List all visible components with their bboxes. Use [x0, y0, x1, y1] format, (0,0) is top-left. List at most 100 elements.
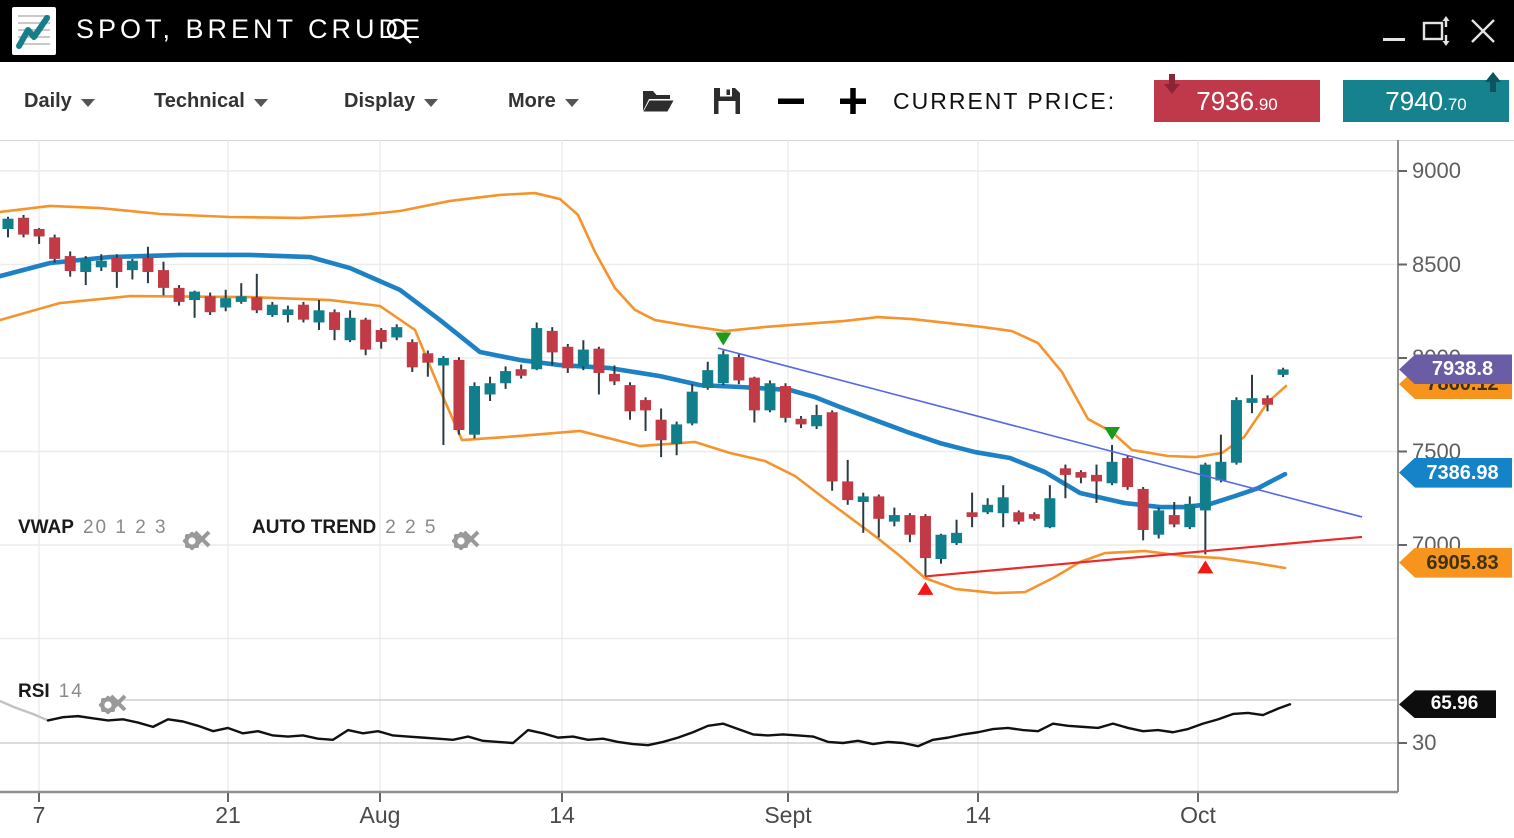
candle-body: [173, 287, 185, 302]
titlebar: SPOT, BRENT CRUDE: [0, 0, 1514, 62]
candle-body: [391, 327, 403, 338]
candle-body: [624, 385, 636, 412]
candle-body: [1044, 498, 1056, 528]
chart-area[interactable]: VWAP 20 1 2 3 AUTO TREND 2 2 5 RSI 14 90…: [0, 140, 1514, 838]
toolbar: Daily Technical Display More CURRENT PRI…: [0, 62, 1514, 141]
candle-body: [577, 349, 589, 367]
candle-body: [1106, 461, 1118, 484]
candle-body: [111, 257, 123, 272]
candle-body: [1013, 512, 1025, 522]
candle-body: [189, 291, 201, 301]
candle-body: [686, 391, 698, 424]
display-menu[interactable]: Display: [344, 62, 439, 140]
candle-body: [531, 328, 543, 370]
candle-body: [1199, 464, 1211, 511]
candle-body: [484, 383, 496, 395]
candle-body: [733, 357, 745, 381]
candle-body: [49, 237, 61, 259]
rsi-indicator-label: RSI 14: [18, 676, 127, 715]
close-icon[interactable]: [1466, 14, 1500, 48]
time-axis-tick-label: 14: [965, 802, 991, 828]
candle-body: [80, 258, 92, 272]
time-axis-tick-label: Sept: [764, 802, 812, 828]
candle-body: [671, 424, 683, 445]
chevron-down-icon: [564, 99, 579, 107]
window-title: SPOT, BRENT CRUDE: [76, 14, 425, 44]
candle-body: [360, 319, 372, 350]
restore-button[interactable]: [1420, 14, 1454, 48]
zoom-out-button[interactable]: [776, 62, 806, 140]
candle-body: [593, 348, 605, 373]
candle-body: [1091, 474, 1102, 482]
price-label-badge: 7386.98: [1399, 457, 1512, 488]
app-logo-icon: [12, 7, 56, 55]
candle-body: [437, 358, 449, 366]
candle-body: [2, 218, 14, 229]
candle-body: [220, 298, 232, 308]
candle-body: [1184, 503, 1196, 528]
candle-body: [717, 354, 729, 384]
chevron-down-icon: [80, 99, 95, 107]
minimize-button[interactable]: [1378, 14, 1412, 48]
candle-body: [266, 304, 278, 315]
triangle-down-signal-icon: [1104, 426, 1121, 440]
candle-body: [344, 317, 356, 341]
candle-body: [1246, 398, 1258, 403]
candle-body: [795, 418, 807, 425]
triangle-up-signal-icon: [917, 581, 934, 595]
ask-price-badge: 7940.70: [1343, 72, 1509, 122]
candle-body: [888, 515, 900, 522]
candle-body: [313, 310, 325, 323]
bid-price-badge: 7936.90: [1154, 74, 1320, 122]
candle-body: [951, 532, 963, 544]
chart-canvas[interactable]: [0, 140, 1514, 838]
candle-body: [702, 370, 714, 388]
chevron-down-icon: [253, 99, 268, 107]
candle-body: [904, 515, 916, 535]
candle-body: [873, 496, 885, 519]
timeframe-menu[interactable]: Daily: [24, 62, 95, 140]
candle-body: [18, 217, 30, 235]
price-axis-tick-label: 8500: [1412, 251, 1461, 277]
rsi-value-badge: 65.96: [1399, 690, 1496, 719]
price-axis-tick-label: 9000: [1412, 158, 1461, 183]
auto-trend-support: [924, 535, 1363, 578]
candle-body: [329, 312, 341, 330]
open-folder-icon[interactable]: [640, 62, 674, 140]
candle-body: [982, 504, 994, 513]
search-icon[interactable]: [384, 16, 416, 48]
vwap-upper-band: [0, 191, 1288, 459]
zoom-in-button[interactable]: [838, 62, 868, 140]
candle-body: [748, 377, 760, 411]
candle-body: [997, 497, 1009, 514]
candle-body: [1059, 468, 1071, 475]
candle-body: [857, 496, 869, 502]
arrow-down-icon: [1164, 74, 1180, 94]
candle-body: [1028, 514, 1040, 519]
save-icon[interactable]: [712, 62, 742, 140]
candle-body: [204, 296, 216, 313]
triangle-down-signal-icon: [715, 332, 732, 346]
candle-body: [842, 481, 854, 501]
vwap-lower-band: [0, 294, 1287, 595]
candle-body: [764, 383, 776, 411]
current-price-label: CURRENT PRICE:: [893, 87, 1117, 114]
candle-body: [608, 373, 620, 382]
candle-body: [826, 412, 838, 482]
candle-body: [142, 257, 154, 272]
candle-body: [1230, 400, 1242, 463]
candle-body: [780, 386, 791, 418]
time-axis-tick-label: Oct: [1180, 802, 1216, 828]
candle-body: [1137, 488, 1149, 531]
candle-body: [297, 304, 309, 320]
candle-body: [1075, 472, 1087, 478]
rsi-axis-tick-label: 30: [1412, 730, 1437, 755]
time-axis-tick-label: 7: [32, 802, 46, 828]
time-axis-tick-label: 14: [549, 802, 575, 828]
candle-body: [422, 353, 434, 363]
technical-menu[interactable]: Technical: [154, 62, 268, 140]
candle-body: [966, 512, 978, 517]
more-menu[interactable]: More: [508, 62, 579, 140]
candle-body: [469, 386, 480, 435]
